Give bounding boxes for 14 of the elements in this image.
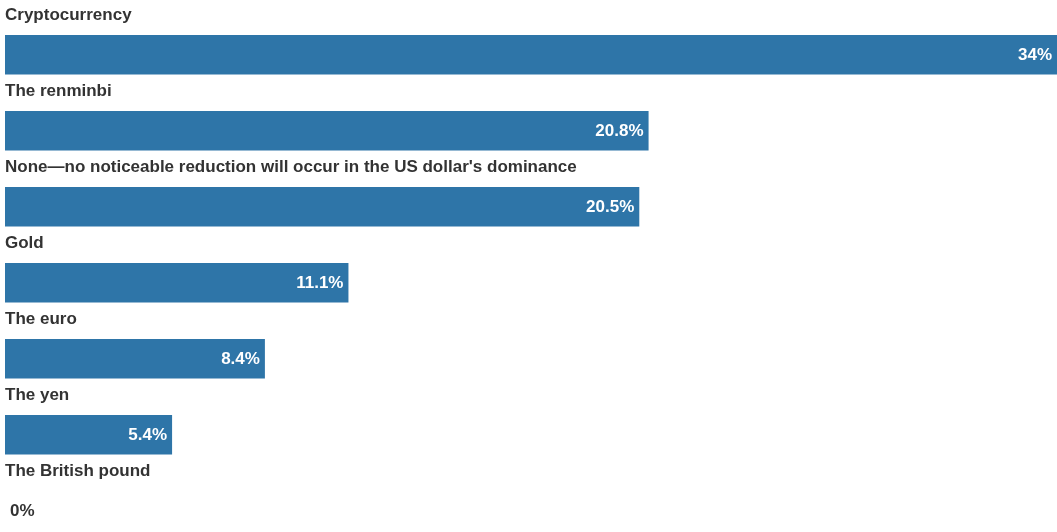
data-label: 5.4% <box>128 424 168 444</box>
y-tick-label: The British pound <box>5 461 151 481</box>
y-tick-label: The renminbi <box>5 81 112 101</box>
data-label: 0% <box>10 500 35 520</box>
data-label: 20.8% <box>595 120 644 140</box>
y-tick-label: The yen <box>5 385 70 405</box>
y-tick-label: Gold <box>5 233 44 253</box>
data-label: 11.1% <box>296 272 344 292</box>
data-label: 8.4% <box>221 348 260 368</box>
data-label: 20.5% <box>586 196 635 216</box>
y-tick-label: Cryptocurrency <box>5 5 133 25</box>
data-label: 34% <box>1017 44 1052 64</box>
y-tick-label: None—no noticeable reduction will occur in the US dollar's dominance <box>5 157 577 177</box>
y-tick-label: The euro <box>5 309 77 329</box>
